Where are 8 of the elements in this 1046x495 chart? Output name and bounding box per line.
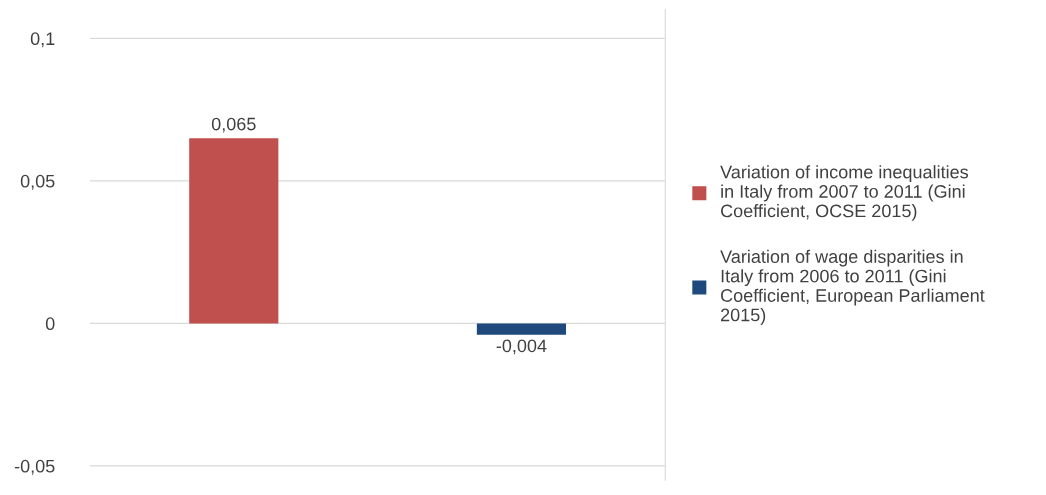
data-label: -0,004: [496, 339, 547, 355]
legend-label: Variation of income inequalities in Italy from 2007 to 2011 (Gini Coefficient, OCSE 2015): [720, 165, 969, 221]
y-tick-label: 0,1: [30, 32, 55, 48]
y-tick-label: -0,05: [14, 459, 55, 475]
y-tick-label: 0: [45, 317, 55, 331]
data-label: 0,065: [211, 117, 256, 133]
legend-label: Variation of wage disparities in Italy from 2006 to 2011 (Gini Coefficient, European Parliament 2015): [720, 249, 985, 325]
y-tick-label: 0,05: [20, 174, 55, 190]
